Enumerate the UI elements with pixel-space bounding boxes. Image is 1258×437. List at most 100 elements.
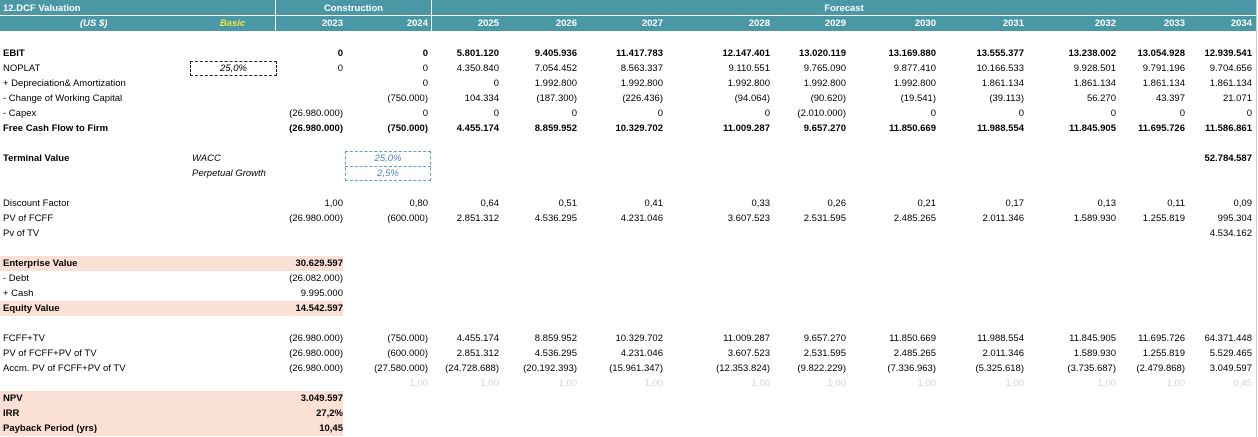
ev-label: Enterprise Value bbox=[3, 258, 78, 269]
fcff-cell: 11.850.669 bbox=[888, 123, 936, 134]
ebit-cell: 13.555.377 bbox=[976, 48, 1024, 59]
irr-value: 27,2% bbox=[316, 408, 343, 419]
header-vline bbox=[275, 0, 276, 31]
fcff-tv-cell: 64.371.448 bbox=[1204, 333, 1252, 344]
ebit-cell: 13.238.002 bbox=[1068, 48, 1116, 59]
working-capital-cell: (750.000) bbox=[387, 93, 428, 104]
pv-sum-cell: 2.485.265 bbox=[893, 348, 936, 359]
ev-highlight bbox=[0, 256, 343, 271]
working-capital-cell: (19.541) bbox=[900, 93, 936, 104]
discount-factor-cell: 0,17 bbox=[1005, 198, 1025, 209]
capex-cell: 0 bbox=[493, 108, 499, 119]
year-header-2032: 2032 bbox=[1094, 18, 1116, 29]
fcff-tv-cell: 11.845.905 bbox=[1069, 333, 1116, 344]
accm-pv-cell: (9.822.229) bbox=[797, 363, 846, 374]
fcff-tv-cell: 11.009.287 bbox=[723, 333, 770, 344]
fcff-tv-cell: 11.850.669 bbox=[889, 333, 936, 344]
ebit-cell: 13.020.119 bbox=[798, 48, 846, 59]
capex-cell: 0 bbox=[1018, 108, 1024, 119]
fcff-cell: (750.000) bbox=[387, 123, 428, 134]
pv-sum-cell: 3.607.523 bbox=[727, 348, 770, 359]
fcff-tv-cell: 11.695.726 bbox=[1138, 333, 1185, 344]
helper-cell: 1,00 bbox=[917, 378, 937, 389]
equity-label: Equity Value bbox=[3, 303, 60, 314]
accm-pv-cell: (3.735.687) bbox=[1067, 363, 1116, 374]
depreciation-cell: 1.861.134 bbox=[1209, 78, 1252, 89]
growth-value[interactable]: 2,5% bbox=[377, 168, 399, 179]
fcff-tv-cell: 9.657.270 bbox=[803, 333, 846, 344]
depreciation-cell: 1.992.800 bbox=[893, 78, 936, 89]
discount-factor-cell: 1,00 bbox=[324, 198, 344, 209]
ebit-cell: 0 bbox=[337, 48, 343, 59]
working-capital-cell: 43.397 bbox=[1155, 93, 1185, 104]
working-capital-cell: 56.270 bbox=[1086, 93, 1116, 104]
pv-tv-amount: 4.534.162 bbox=[1209, 228, 1252, 239]
pv-fcff-cell: 2.485.265 bbox=[893, 213, 936, 224]
fcff-cell: 11.009.287 bbox=[722, 123, 770, 134]
header-divider bbox=[0, 15, 1256, 16]
row-label-ebit: EBIT bbox=[3, 48, 25, 59]
pv-fcff-cell: 4.231.046 bbox=[620, 213, 663, 224]
working-capital-cell: (226.436) bbox=[622, 93, 663, 104]
forecast-label: Forecast bbox=[824, 3, 864, 14]
tax-rate-input-box[interactable] bbox=[190, 61, 277, 76]
row-label-depreciation: + Depreciation& Amortization bbox=[3, 78, 126, 89]
working-capital-cell: (39.113) bbox=[989, 93, 1024, 104]
pv-sum-cell: (26.980.000) bbox=[289, 348, 343, 359]
pv-fcff-cell: 2.011.346 bbox=[982, 213, 1024, 224]
working-capital-cell: (187.300) bbox=[536, 93, 577, 104]
tax-rate-value[interactable]: 25,0% bbox=[220, 63, 247, 74]
noplat-cell: 9.704.656 bbox=[1209, 63, 1252, 74]
fcff-cell: 11.695.726 bbox=[1137, 123, 1185, 134]
npv-label: NPV bbox=[3, 393, 23, 404]
row-label-fcff: Free Cash Flow to Firm bbox=[3, 123, 109, 134]
accm-pv-cell: (7.336.963) bbox=[887, 363, 936, 374]
fcff-tv-cell: 11.988.554 bbox=[977, 333, 1024, 344]
ebit-cell: 13.169.880 bbox=[888, 48, 936, 59]
discount-factor-cell: 0,09 bbox=[1233, 198, 1253, 209]
discount-factor-cell: 0,41 bbox=[644, 198, 664, 209]
row-label-pv-sum: PV of FCFF+PV of TV bbox=[3, 348, 97, 359]
depreciation-cell: 1.861.134 bbox=[1142, 78, 1185, 89]
pv-sum-cell: 2.851.312 bbox=[456, 348, 499, 359]
discount-factor-cell: 0,13 bbox=[1097, 198, 1117, 209]
helper-cell: 1,00 bbox=[827, 378, 847, 389]
year-header-2023: 2023 bbox=[321, 18, 343, 29]
pv-fcff-cell: 3.607.523 bbox=[727, 213, 770, 224]
discount-factor-cell: 0,51 bbox=[558, 198, 578, 209]
wacc-value[interactable]: 25,0% bbox=[374, 153, 402, 164]
noplat-cell: 4.350.840 bbox=[456, 63, 499, 74]
debt-value: (26.082.000) bbox=[289, 273, 343, 284]
discount-factor-cell: 0,80 bbox=[409, 198, 429, 209]
fcff-cell: 4.455.174 bbox=[456, 123, 499, 134]
scenario-label[interactable]: Basic bbox=[219, 18, 246, 29]
construction-label: Construction bbox=[323, 3, 384, 14]
year-header-2027: 2027 bbox=[641, 18, 663, 29]
fcff-cell: 11.586.861 bbox=[1204, 123, 1252, 134]
depreciation-cell: 0 bbox=[493, 78, 499, 89]
capex-cell: 0 bbox=[1110, 108, 1116, 119]
pv-fcff-cell: 2.851.312 bbox=[456, 213, 499, 224]
currency-label: (US $) bbox=[80, 18, 108, 29]
working-capital-cell: 21.071 bbox=[1222, 93, 1252, 104]
sheet-title: 12.DCF Valuation bbox=[3, 3, 81, 14]
year-header-2029: 2029 bbox=[824, 18, 846, 29]
year-header-2034: 2034 bbox=[1230, 18, 1252, 29]
noplat-cell: 9.877.410 bbox=[893, 63, 936, 74]
ebit-cell: 13.054.928 bbox=[1137, 48, 1185, 59]
helper-cell: 1,00 bbox=[1005, 378, 1025, 389]
year-header-2033: 2033 bbox=[1163, 18, 1185, 29]
pv-fcff-cell: (600.000) bbox=[387, 213, 428, 224]
year-header-2026: 2026 bbox=[555, 18, 577, 29]
accm-pv-cell: (27.580.000) bbox=[374, 363, 428, 374]
accm-pv-cell: (24.728.688) bbox=[445, 363, 499, 374]
row-label-noplat: NOPLAT bbox=[3, 63, 41, 74]
header-vline bbox=[431, 0, 432, 31]
discount-factor-cell: 0,11 bbox=[1167, 198, 1185, 209]
capex-cell: 0 bbox=[764, 108, 770, 119]
ebit-cell: 12.939.541 bbox=[1204, 48, 1252, 59]
depreciation-cell: 1.992.800 bbox=[534, 78, 577, 89]
depreciation-cell: 1.861.134 bbox=[1073, 78, 1116, 89]
fcff-tv-cell: (26.980.000) bbox=[289, 333, 343, 344]
cash-label: + Cash bbox=[3, 288, 34, 299]
